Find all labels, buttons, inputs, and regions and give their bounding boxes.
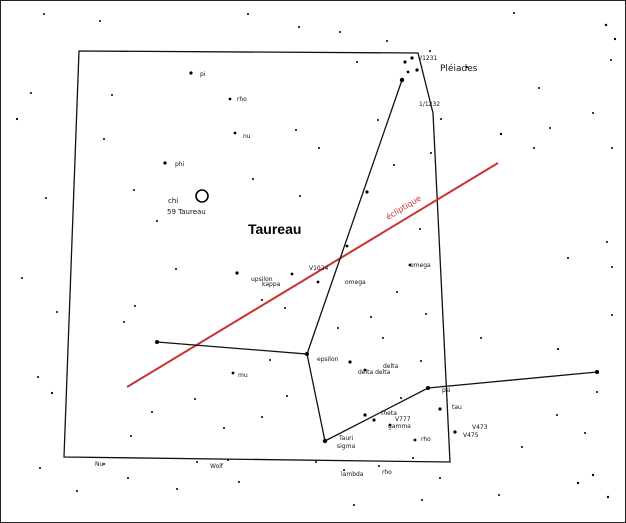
label-gamma: gamma — [388, 423, 411, 430]
label-pleiades: Pléiades — [440, 63, 478, 74]
label-bottom-1: Nu — [95, 461, 103, 468]
label-v1231: V1231 — [418, 55, 438, 62]
background-stars — [15, 12, 617, 506]
label-star-r2: tau — [452, 404, 462, 411]
label-pi: pi — [200, 71, 206, 78]
ecliptic-label: écliptique — [384, 193, 423, 222]
label-upsilon: upsilon — [251, 276, 273, 283]
label-bottom-4: rho — [382, 469, 392, 476]
label-59-taureau: 59 Taureau — [167, 208, 206, 216]
label-omega-right: omega — [410, 262, 431, 269]
label-chi: chi — [168, 197, 178, 205]
label-bottom-2: Wolf — [210, 463, 224, 470]
label-aldebaran: Tauri — [338, 435, 354, 442]
label-delta-delta: delta delta — [358, 369, 391, 376]
label-kappa: kappa — [262, 281, 281, 288]
label-phi: phi — [175, 161, 185, 168]
label-v1024: V1024 — [309, 265, 329, 272]
constellation-boundary — [63, 50, 451, 463]
label-epsilon: epsilon — [317, 356, 339, 363]
constellation-name: Taureau — [248, 221, 301, 237]
label-v473: V473 — [472, 424, 488, 431]
open-cluster-marker — [195, 189, 209, 203]
label-mu: mu — [238, 372, 248, 379]
ecliptic-line — [126, 162, 499, 388]
label-star-r1: psi — [442, 387, 451, 394]
label-nu: nu — [243, 133, 251, 140]
label-theta: theta — [381, 410, 397, 417]
label-v777: V777 — [395, 416, 411, 423]
label-rho: rho — [421, 436, 431, 443]
label-delta: delta — [383, 363, 399, 370]
label-v475: V475 — [463, 432, 479, 439]
label-omega-left: omega — [345, 279, 366, 286]
major-stars — [155, 56, 599, 444]
label-v1232: 1/1232 — [419, 101, 440, 108]
label-lambda: lambda — [341, 471, 364, 478]
label-sigma: sigma — [337, 443, 355, 450]
constellation-figure — [156, 79, 598, 442]
star-labels: Pléiades V1231 1/1232 pi rho nu phi chi … — [95, 55, 488, 478]
label-rho-upper: rho — [237, 96, 247, 103]
